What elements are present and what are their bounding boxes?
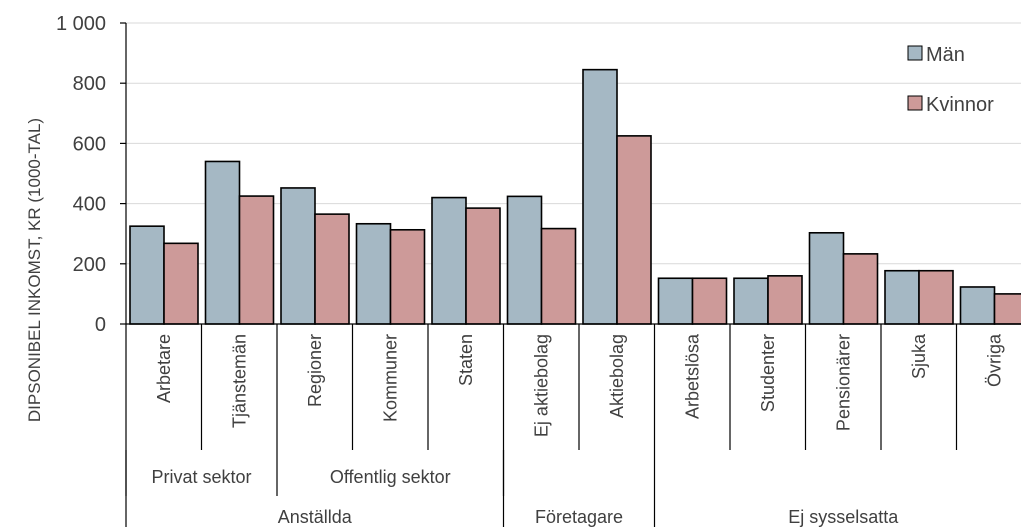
- group-label-level1: Offentlig sektor: [330, 467, 451, 487]
- category-label: Kommuner: [380, 334, 400, 422]
- legend-label-kvinnor: Kvinnor: [926, 94, 994, 116]
- bar-man: [129, 225, 165, 325]
- bar-kvinnor: [616, 135, 652, 325]
- bar-kvinnor: [389, 228, 426, 325]
- bar-man: [657, 277, 694, 325]
- category-label: Arbetare: [154, 334, 174, 403]
- legend-swatch-man: [907, 45, 923, 61]
- bar-kvinnor: [993, 293, 1021, 325]
- group-label-level2: Anställda: [278, 507, 353, 527]
- category-label: Ej aktiebolag: [531, 334, 551, 437]
- category-label: Arbetslösa: [682, 333, 702, 419]
- bar-kvinnor: [691, 277, 728, 325]
- y-tick-label: 800: [73, 73, 106, 95]
- bar-man: [204, 160, 241, 325]
- bar-kvinnor: [314, 213, 350, 325]
- bar-man: [733, 277, 769, 325]
- category-label: Studenter: [758, 334, 778, 412]
- y-tick-labels: 0 200 400 600 800 1 000: [56, 13, 106, 336]
- bar-man: [431, 196, 467, 325]
- y-tick-label: 200: [73, 254, 106, 276]
- bars: [129, 68, 1021, 325]
- category-label: Sjuka: [909, 333, 929, 379]
- legend: Män Kvinnor: [907, 44, 994, 116]
- bar-kvinnor: [163, 242, 199, 325]
- bar-kvinnor: [842, 253, 879, 325]
- y-tick-label: 1 000: [56, 13, 106, 35]
- y-tick-label: 400: [73, 194, 106, 216]
- category-label: Övriga: [984, 333, 1004, 387]
- bar-man: [808, 231, 845, 325]
- bar-man: [959, 286, 996, 325]
- bar-kvinnor: [767, 275, 803, 325]
- bar-kvinnor: [465, 207, 501, 325]
- category-label: Staten: [456, 334, 476, 386]
- category-label: Tjänstemän: [229, 334, 249, 428]
- group-labels: Privat sektor Offentlig sektor Anställda Fö…: [151, 467, 899, 527]
- gridlines: [126, 22, 1021, 265]
- legend-swatch-kvinnor: [907, 95, 923, 111]
- y-axis-label: DIPSONIBEL INKOMST, KR (1000-TAL): [25, 118, 44, 422]
- y-tick-label: 600: [73, 133, 106, 155]
- axes: [120, 22, 1021, 527]
- category-labels: Arbetare Tjänstemän Regioner Kommuner Staten…: [154, 333, 1005, 437]
- y-tick-label: 0: [95, 314, 106, 336]
- bar-kvinnor: [918, 269, 954, 325]
- group-label-level2: Ej sysselsatta: [788, 507, 899, 527]
- bar-man: [582, 68, 618, 325]
- bar-man: [355, 222, 392, 325]
- category-label: Aktiebolag: [607, 334, 627, 418]
- bar-kvinnor: [540, 227, 577, 325]
- legend-label-man: Män: [926, 44, 965, 66]
- bar-man: [506, 195, 543, 325]
- bar-kvinnor: [238, 195, 275, 325]
- group-label-level2: Företagare: [535, 507, 623, 527]
- bar-man: [884, 269, 920, 325]
- category-label: Pensionärer: [833, 334, 853, 431]
- group-label-level1: Privat sektor: [151, 467, 251, 487]
- bar-man: [280, 187, 316, 325]
- category-label: Regioner: [305, 334, 325, 407]
